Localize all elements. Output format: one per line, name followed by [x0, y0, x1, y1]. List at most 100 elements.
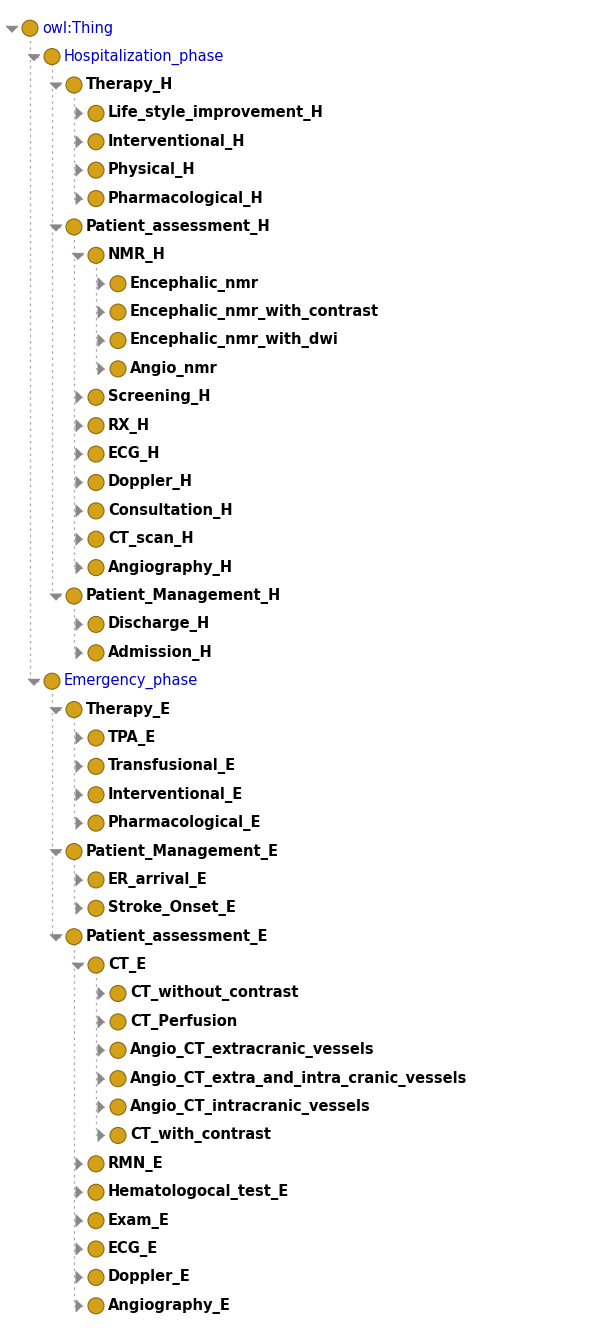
Polygon shape: [76, 1215, 82, 1227]
Circle shape: [88, 390, 104, 406]
Text: owl:Thing: owl:Thing: [42, 21, 113, 36]
Text: Exam_E: Exam_E: [108, 1213, 170, 1229]
Circle shape: [88, 105, 104, 121]
Circle shape: [88, 815, 104, 831]
Polygon shape: [76, 902, 82, 914]
Polygon shape: [28, 55, 40, 61]
Circle shape: [88, 247, 104, 263]
Text: CT_without_contrast: CT_without_contrast: [130, 986, 298, 1002]
Polygon shape: [50, 935, 62, 940]
Polygon shape: [6, 27, 18, 32]
Polygon shape: [72, 963, 84, 970]
Text: Angiography_H: Angiography_H: [108, 560, 233, 576]
Text: Patient_Management_H: Patient_Management_H: [86, 588, 281, 604]
Polygon shape: [76, 448, 82, 460]
Polygon shape: [50, 707, 62, 714]
Polygon shape: [50, 850, 62, 855]
Polygon shape: [76, 476, 82, 488]
Text: CT_scan_H: CT_scan_H: [108, 531, 194, 547]
Polygon shape: [76, 562, 82, 574]
Polygon shape: [76, 192, 82, 204]
Polygon shape: [50, 594, 62, 600]
Circle shape: [66, 588, 82, 604]
Polygon shape: [98, 277, 104, 289]
Text: Interventional_H: Interventional_H: [108, 133, 246, 149]
Polygon shape: [76, 788, 82, 800]
Circle shape: [88, 616, 104, 632]
Text: Patient_Management_E: Patient_Management_E: [86, 843, 279, 859]
Polygon shape: [50, 225, 62, 231]
Polygon shape: [76, 391, 82, 403]
Text: Admission_H: Admission_H: [108, 644, 213, 660]
Polygon shape: [76, 534, 82, 546]
Text: ECG_E: ECG_E: [108, 1241, 158, 1257]
Circle shape: [88, 475, 104, 491]
Text: CT_E: CT_E: [108, 956, 147, 972]
Text: Pharmacological_E: Pharmacological_E: [108, 815, 261, 831]
Text: Encephalic_nmr_with_contrast: Encephalic_nmr_with_contrast: [130, 304, 379, 320]
Text: Doppler_H: Doppler_H: [108, 475, 193, 491]
Polygon shape: [98, 1045, 104, 1057]
Polygon shape: [76, 1299, 82, 1311]
Text: Pharmacological_H: Pharmacological_H: [108, 191, 264, 207]
Circle shape: [88, 644, 104, 660]
Text: Life_style_improvement_H: Life_style_improvement_H: [108, 105, 324, 121]
Polygon shape: [76, 504, 82, 516]
Text: Discharge_H: Discharge_H: [108, 616, 210, 632]
Circle shape: [88, 758, 104, 774]
Polygon shape: [76, 420, 82, 432]
Text: ECG_H: ECG_H: [108, 446, 160, 462]
Circle shape: [88, 1241, 104, 1257]
Circle shape: [88, 133, 104, 149]
Text: TPA_E: TPA_E: [108, 730, 156, 746]
Circle shape: [88, 787, 104, 803]
Text: ER_arrival_E: ER_arrival_E: [108, 872, 208, 888]
Polygon shape: [76, 647, 82, 659]
Circle shape: [66, 928, 82, 944]
Circle shape: [22, 20, 38, 36]
Text: Patient_assessment_H: Patient_assessment_H: [86, 219, 271, 235]
Circle shape: [88, 418, 104, 434]
Circle shape: [88, 1298, 104, 1314]
Circle shape: [66, 702, 82, 718]
Polygon shape: [72, 253, 84, 260]
Polygon shape: [76, 107, 82, 119]
Circle shape: [88, 503, 104, 519]
Text: Stroke_Onset_E: Stroke_Onset_E: [108, 900, 236, 916]
Polygon shape: [98, 305, 104, 317]
Text: NMR_H: NMR_H: [108, 247, 166, 263]
Polygon shape: [76, 760, 82, 772]
Text: Encephalic_nmr_with_dwi: Encephalic_nmr_with_dwi: [130, 332, 339, 348]
Circle shape: [88, 560, 104, 576]
Polygon shape: [98, 1130, 104, 1142]
Text: Interventional_E: Interventional_E: [108, 787, 243, 803]
Circle shape: [88, 1185, 104, 1201]
Polygon shape: [98, 335, 104, 347]
Polygon shape: [76, 1243, 82, 1255]
Polygon shape: [76, 164, 82, 176]
Polygon shape: [98, 363, 104, 375]
Circle shape: [88, 872, 104, 888]
Text: Physical_H: Physical_H: [108, 163, 196, 179]
Circle shape: [110, 1099, 126, 1115]
Circle shape: [110, 1071, 126, 1087]
Text: Hospitalization_phase: Hospitalization_phase: [64, 48, 224, 64]
Circle shape: [44, 674, 60, 690]
Circle shape: [110, 304, 126, 320]
Text: Transfusional_E: Transfusional_E: [108, 758, 236, 774]
Circle shape: [66, 77, 82, 93]
Circle shape: [110, 1014, 126, 1030]
Text: Consultation_H: Consultation_H: [108, 503, 233, 519]
Polygon shape: [76, 818, 82, 830]
Text: Emergency_phase: Emergency_phase: [64, 674, 199, 690]
Polygon shape: [76, 619, 82, 631]
Text: Encephalic_nmr: Encephalic_nmr: [130, 276, 259, 292]
Circle shape: [88, 446, 104, 462]
Circle shape: [110, 1042, 126, 1058]
Polygon shape: [98, 1017, 104, 1029]
Circle shape: [110, 332, 126, 348]
Circle shape: [88, 1155, 104, 1171]
Circle shape: [88, 1213, 104, 1229]
Polygon shape: [50, 83, 62, 89]
Text: Angiography_E: Angiography_E: [108, 1298, 231, 1314]
